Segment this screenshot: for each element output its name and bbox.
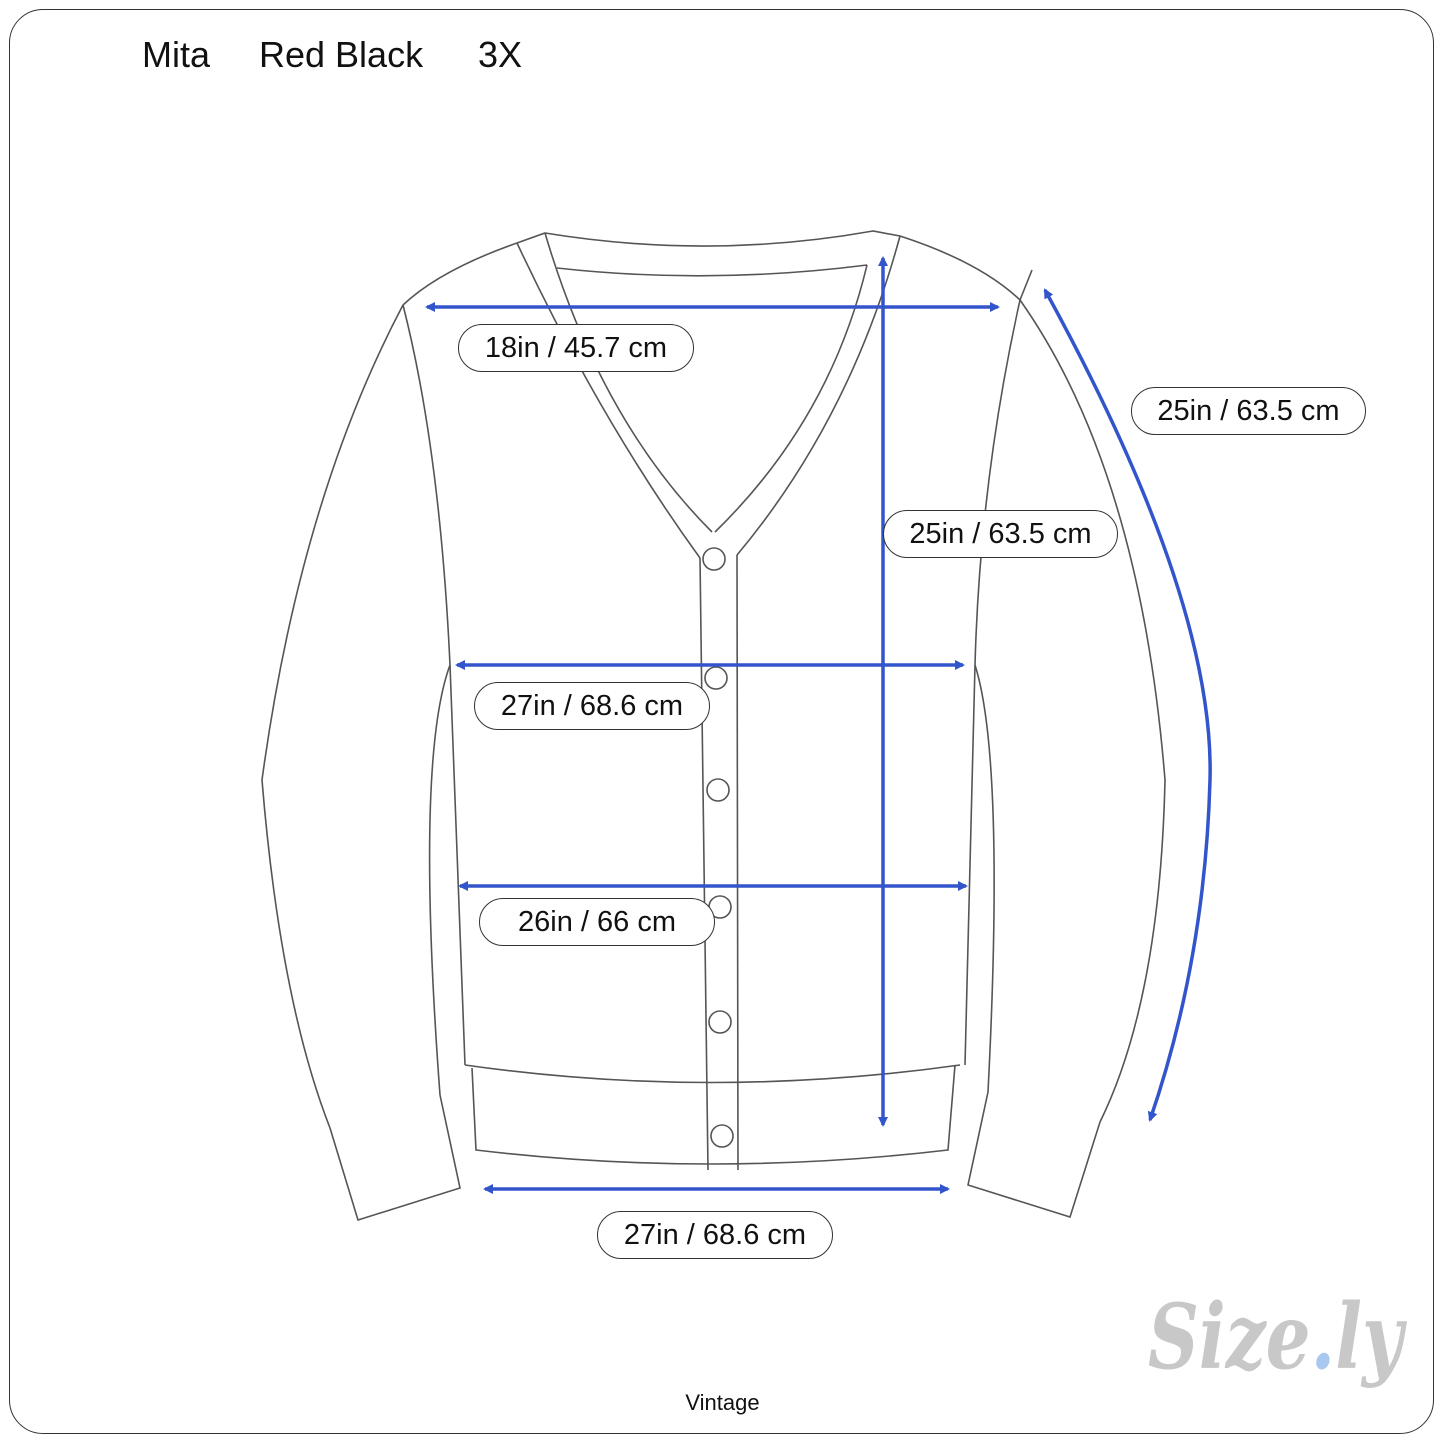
- card-frame: [9, 9, 1434, 1434]
- measurement-arrows: [425, 256, 1212, 1194]
- brand-label: Mita: [142, 34, 211, 75]
- hem-measurement: 27in / 68.6 cm: [597, 1211, 833, 1259]
- button: [706, 778, 730, 802]
- button: [708, 1010, 732, 1034]
- button: [704, 666, 728, 690]
- button: [710, 1124, 734, 1148]
- sleeve-measurement: 25in / 63.5 cm: [1131, 387, 1366, 435]
- sizely-logo: Size.ly: [1148, 1284, 1407, 1390]
- size-label: 3X: [478, 34, 523, 75]
- button: [702, 547, 726, 571]
- color-label: Red Black: [259, 34, 424, 75]
- svg-text:Size.ly: Size.ly: [1148, 1284, 1407, 1390]
- chest-measurement: 27in / 68.6 cm: [474, 682, 710, 730]
- waist-measurement: 26in / 66 cm: [479, 898, 715, 946]
- length-measurement: 25in / 63.5 cm: [883, 510, 1118, 558]
- sleeve-arrow: [1043, 288, 1212, 1122]
- footer-label: Vintage: [685, 1390, 760, 1415]
- shoulder-measurement: 18in / 45.7 cm: [458, 324, 694, 372]
- cardigan-outline: [261, 230, 1166, 1222]
